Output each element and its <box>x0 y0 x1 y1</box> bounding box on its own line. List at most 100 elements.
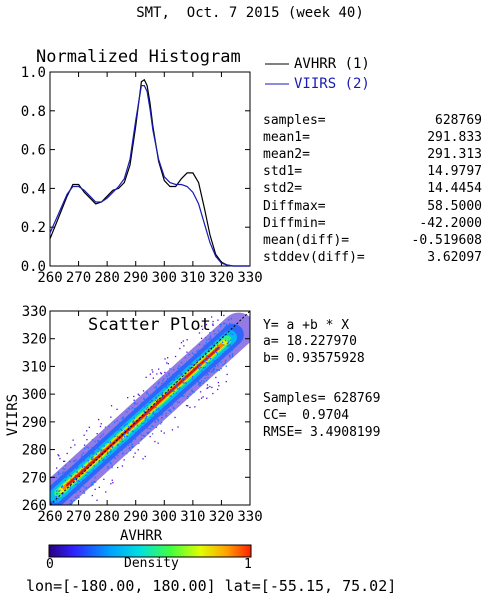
scatter-point <box>192 364 194 366</box>
scatter-point <box>157 420 159 422</box>
x-tick-label: 320 <box>209 270 234 286</box>
scatter-point <box>218 333 220 335</box>
scatter-point <box>191 389 193 391</box>
scatter-point <box>96 447 98 449</box>
scatter-point <box>81 466 84 468</box>
scatter-point <box>167 391 169 393</box>
scatter-point <box>92 458 94 460</box>
scatter-point <box>217 381 219 384</box>
scatter-point <box>56 490 58 492</box>
scatter-point <box>58 455 60 457</box>
scatter-point <box>223 314 225 317</box>
scatter-point <box>161 394 163 396</box>
scatter-point <box>88 455 90 457</box>
y-tick-label: 290 <box>22 415 47 431</box>
scatter-point <box>68 506 69 507</box>
scatter-point <box>213 330 215 332</box>
scatter-point <box>137 430 139 432</box>
scatter-point <box>139 431 141 433</box>
scatter-point <box>63 474 65 476</box>
scatter-point <box>69 487 71 489</box>
scatter-point <box>212 346 215 348</box>
scatter-point <box>129 429 131 431</box>
scatter-point <box>111 479 113 481</box>
scatter-point <box>231 327 234 329</box>
scatter-point <box>220 325 222 328</box>
scatter-point <box>160 423 162 425</box>
scatter-point <box>218 369 221 371</box>
scatter-point <box>73 499 75 501</box>
scatter-point <box>160 389 162 391</box>
scatter-point <box>226 331 228 333</box>
scatter-point <box>83 486 85 488</box>
scatter-point <box>192 370 194 373</box>
scatter-point <box>114 451 116 453</box>
scatter-point <box>216 338 218 341</box>
scatter-point <box>179 347 181 350</box>
scatter-point <box>91 457 93 459</box>
scatter-point <box>211 386 213 389</box>
scatter-point <box>144 412 146 415</box>
stat-label: mean(diff)= <box>263 232 350 248</box>
scatter-point <box>178 401 180 403</box>
scatter-point <box>217 363 219 365</box>
scatter-point <box>165 391 168 393</box>
scatter-point <box>97 440 99 442</box>
scatter-point <box>163 386 165 388</box>
scatter-point <box>192 383 194 385</box>
scatter-point <box>154 404 156 406</box>
scatter-point <box>60 486 63 488</box>
histogram-series-viirs <box>49 84 250 267</box>
scatter-point <box>208 371 210 373</box>
scatter-point <box>90 484 93 486</box>
scatter-point <box>64 479 67 482</box>
scatter-point <box>216 369 218 372</box>
scatter-point <box>197 364 199 366</box>
scatter-point <box>134 438 137 440</box>
scatter-point <box>210 365 212 367</box>
scatter-point <box>151 397 153 400</box>
scatter-point <box>213 371 215 373</box>
scatter-point <box>114 427 116 429</box>
scatter-point <box>162 392 164 394</box>
scatter-point <box>161 382 163 385</box>
scatter-point <box>81 469 83 471</box>
scatter-point <box>180 361 183 364</box>
scatter-point <box>56 467 58 469</box>
scatter-point <box>96 433 98 435</box>
scatter-point <box>231 356 234 358</box>
scatter-point <box>169 368 171 370</box>
scatter-point <box>70 482 72 484</box>
scatter-point <box>65 476 68 478</box>
stat-label: std1= <box>263 164 303 180</box>
scatter-point <box>166 383 168 386</box>
scatter-point <box>182 391 185 393</box>
scatter-point <box>81 454 83 456</box>
scatter-point <box>136 424 139 427</box>
scatter-point <box>158 381 160 383</box>
y-tick-label: 0.0 <box>21 259 46 275</box>
scatter-point <box>166 362 168 364</box>
stat-value: 14.4454 <box>427 181 482 197</box>
scatter-point <box>129 414 131 416</box>
scatter-point <box>131 443 133 445</box>
scatter-point <box>109 431 111 433</box>
scatter-point <box>182 377 184 380</box>
scatter-point <box>176 383 178 385</box>
scatter-point <box>146 392 148 394</box>
scatter-point <box>59 458 61 460</box>
scatter-point <box>109 442 111 444</box>
scatter-point <box>110 463 112 465</box>
scatter-point <box>85 487 87 489</box>
scatter-point <box>230 332 232 335</box>
scatter-point <box>81 456 83 458</box>
scatter-point <box>230 318 232 320</box>
scatter-point <box>138 394 140 396</box>
scatter-point <box>160 414 163 416</box>
scatter-point <box>232 333 234 335</box>
scatter-point <box>206 387 208 389</box>
scatter-point <box>110 405 113 407</box>
scatter-point <box>208 357 210 359</box>
scatter-point <box>109 451 111 453</box>
scatter-point <box>137 393 139 395</box>
